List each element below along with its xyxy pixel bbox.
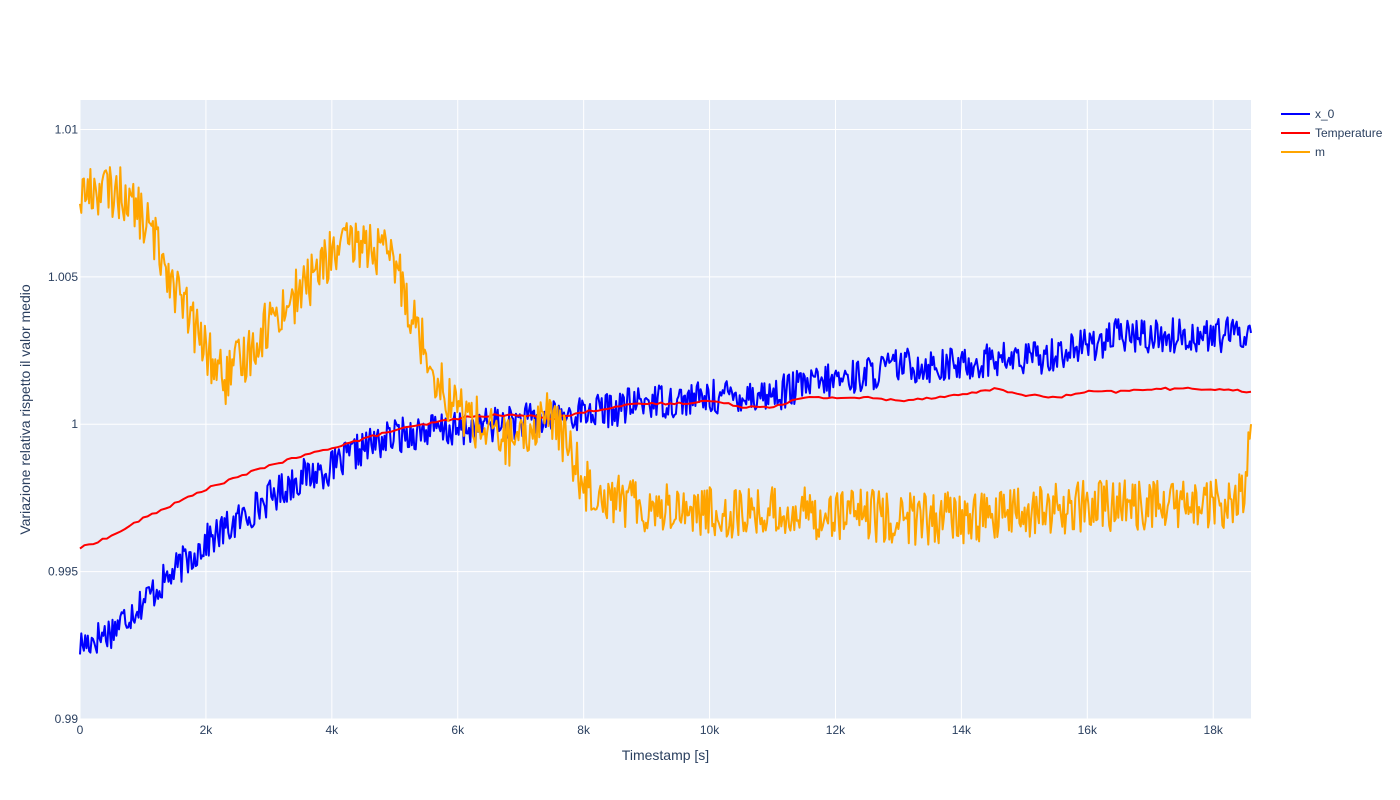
series-line-temperature (79, 386, 1252, 550)
y-axis-title: Variazione relativa rispetto il valor me… (17, 284, 33, 535)
legend-label: x_0 (1315, 107, 1335, 121)
x-tick-label: 6k (451, 723, 465, 737)
series-layer (79, 166, 1252, 655)
x-tick-label: 10k (700, 723, 720, 737)
legend-item[interactable]: x_0 (1281, 107, 1335, 121)
x-axis-ticks: 0 2k 4k 6k 8k 10k 12k 14k 16k 18k (77, 723, 1224, 737)
legend-label: m (1315, 145, 1325, 159)
y-tick-label: 0.99 (55, 712, 79, 726)
y-axis-ticks: 0.99 0.995 1 1.005 1.01 (48, 122, 78, 726)
plot-area (80, 100, 1251, 719)
x-axis-title: Timestamp [s] (622, 747, 709, 763)
legend[interactable]: x_0 Temperature m (1281, 107, 1383, 159)
y-tick-label: 1 (71, 417, 78, 431)
x-tick-label: 4k (325, 723, 339, 737)
legend-item[interactable]: Temperature (1281, 126, 1383, 140)
series-line-m (79, 166, 1252, 546)
legend-label: Temperature (1315, 126, 1383, 140)
x-tick-label: 14k (952, 723, 972, 737)
y-tick-label: 1.005 (48, 270, 78, 284)
legend-item[interactable]: m (1281, 145, 1325, 159)
series-line-x-0 (79, 316, 1252, 655)
y-tick-label: 1.01 (55, 122, 79, 136)
x-tick-label: 2k (200, 723, 214, 737)
y-tick-label: 0.995 (48, 565, 78, 579)
x-tick-label: 0 (77, 723, 84, 737)
x-tick-label: 8k (577, 723, 591, 737)
x-tick-label: 12k (826, 723, 846, 737)
x-tick-label: 16k (1078, 723, 1098, 737)
x-tick-label: 18k (1204, 723, 1224, 737)
